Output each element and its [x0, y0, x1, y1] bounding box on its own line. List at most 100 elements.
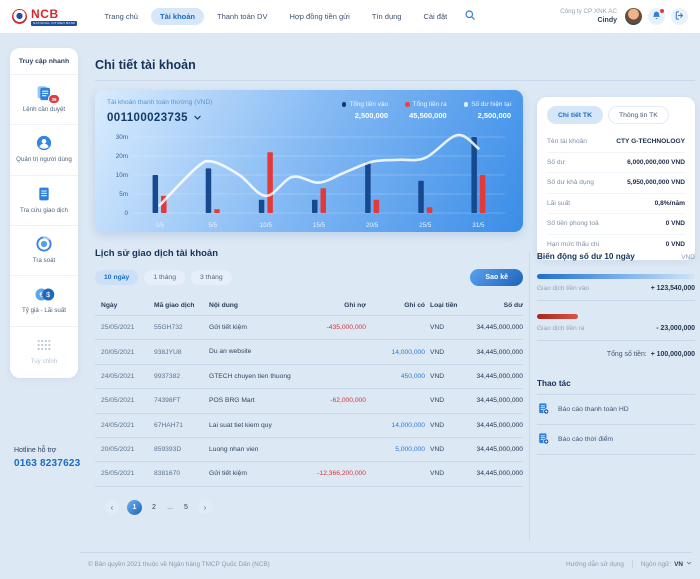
tab-0[interactable]: Chi tiết TK: [547, 106, 603, 124]
sidebar-item-3[interactable]: Tra soát: [10, 225, 78, 275]
table-row-1[interactable]: 20/05/2021 938JYU8 Du an website 14,000,000…: [95, 340, 524, 365]
actions-title: Thao tác: [537, 379, 571, 388]
sidebar-item-0[interactable]: 35 Lệnh cần duyệt: [10, 74, 78, 124]
cell-currency: VND: [430, 348, 445, 356]
nav-item-4[interactable]: Tín dụng: [371, 12, 402, 21]
cell-date: 20/05/2021: [101, 446, 135, 454]
y-tick-label: 20m: [116, 153, 128, 160]
y-tick-label: 30m: [116, 134, 128, 141]
legend-value: 45,500,000: [409, 110, 447, 120]
hotline-number[interactable]: 0163 8237623: [14, 458, 81, 469]
ncb-logo[interactable]: NCB NATIONAL CITIZEN BANK: [12, 8, 78, 26]
user-company: Công ty CP XNK AC: [560, 7, 617, 15]
pagination-page-1[interactable]: 1: [127, 499, 142, 515]
table-row-2[interactable]: 24/05/2021 9937382 GTECH chuyen tien thuon…: [95, 365, 523, 390]
outflow-bar: [537, 314, 579, 319]
pagination-page-5[interactable]: 5: [184, 503, 188, 511]
cell-date: 25/05/2021: [101, 324, 135, 332]
filter-pill-1[interactable]: 1 tháng: [144, 270, 185, 285]
nav-item-2[interactable]: Thanh toán DV: [217, 12, 268, 21]
legend-dot: [341, 102, 347, 107]
notifications-button[interactable]: [648, 8, 665, 25]
avatar[interactable]: [625, 8, 642, 25]
cell-balance: 34,445,000,000: [476, 397, 524, 405]
pagination-prev[interactable]: ‹: [105, 500, 119, 515]
x-tick-label: 25/5: [419, 222, 432, 229]
inflow-label: Giao dịch tiền vào: [537, 285, 590, 292]
nav-item-3[interactable]: Hợp đồng tiền gửi: [289, 12, 350, 21]
footer: © Bản quyền 2021 thuộc về Ngân hàng TMCP…: [88, 560, 692, 568]
search-button[interactable]: [462, 9, 478, 25]
pagination-next[interactable]: ›: [198, 500, 212, 515]
legend-dot: [463, 102, 469, 107]
balance-currency: VND: [681, 254, 695, 261]
inflow-bar-5: [418, 180, 424, 213]
column-header-3: Ghi nợ: [344, 302, 366, 309]
language-label: Ngôn ngữ:: [640, 560, 672, 568]
action-item-1[interactable]: Báo cáo thời điểm: [537, 424, 695, 455]
logout-button[interactable]: [671, 8, 688, 25]
cell-desc: GTECH chuyen tien thuong: [209, 372, 291, 380]
sidebar-item-label: Tra cứu giao dịch: [20, 206, 68, 214]
account-number: 001100023735: [107, 112, 188, 124]
table-row-4[interactable]: 24/05/2021 67HAH71 Lai suat tiet kiem quy 1…: [95, 414, 523, 438]
table-row-5[interactable]: 20/05/2021 859393D Luong nhan vien 5,000,00…: [95, 438, 524, 463]
action-item-0[interactable]: Báo cáo thanh toán HD: [537, 394, 695, 424]
history-filters: 10 ngày 1 tháng 3 tháng Sao kê: [95, 269, 523, 286]
table-row-3[interactable]: 25/05/2021 74398FT POS BRG Mart -62,000,000…: [95, 389, 524, 414]
tab-1[interactable]: Thông tin TK: [607, 106, 669, 124]
x-tick-label: 5/5: [208, 222, 217, 229]
x-tick-label: 1/5: [155, 222, 164, 229]
cell-code: 74398FT: [154, 397, 181, 405]
nav-item-1[interactable]: Tài khoản: [150, 8, 204, 25]
statement-button[interactable]: Sao kê: [470, 269, 523, 286]
cell-date: 20/05/2021: [101, 348, 135, 356]
ncb-logo-icon: [12, 9, 27, 24]
copyright-text: © Bản quyền 2021 thuộc về Ngân hàng TMCP…: [88, 560, 270, 568]
account-chart-card: Tài khoản thanh toán thường (VND) 001100…: [95, 90, 523, 232]
hotline-block: Hotline hỗ trợ 0163 8237623: [14, 447, 80, 469]
legend-label: Tổng tiền vào: [349, 101, 389, 108]
field-label: Số dư: [547, 158, 565, 166]
cell-credit: 5,000,000: [395, 446, 425, 454]
x-tick-label: 20/5: [366, 222, 379, 229]
sidebar-item-2[interactable]: Tra cứu giao dịch: [10, 174, 78, 225]
pagination-page-2[interactable]: 2: [152, 503, 156, 511]
column-header-4: Ghi có: [404, 302, 425, 309]
legend-item-0: Tổng tiền vào 2,500,000: [341, 101, 389, 127]
table-row-0[interactable]: 25/05/2021 55GH732 Gửi tiết kiệm -435,000,0…: [95, 316, 523, 341]
field-label: Số tiền phong toả: [547, 220, 599, 228]
audit-icon: [35, 235, 53, 253]
cell-currency: VND: [430, 446, 445, 454]
cell-credit: 14,000,000: [391, 348, 425, 356]
cell-code: 9937382: [154, 372, 181, 380]
pagination-ellipsis: ...: [167, 503, 173, 511]
inflow-bar-4: [365, 161, 371, 213]
account-details-card: Chi tiết TK Thông tin TK Tên tài khoản CTY…: [537, 97, 695, 261]
table-row-6[interactable]: 25/05/2021 8381670 Gửi tiết kiệm -12,366,20…: [95, 462, 524, 487]
account-selector[interactable]: Tài khoản thanh toán thường (VND) 001100…: [107, 99, 213, 127]
title-divider: [95, 80, 695, 81]
x-tick-label: 31/5: [472, 222, 485, 229]
language-selector[interactable]: Ngôn ngữ: VN: [641, 560, 692, 568]
user-guide-link[interactable]: Hướng dẫn sử dụng: [566, 560, 624, 568]
report-document-icon: [537, 432, 550, 447]
filter-pill-0[interactable]: 10 ngày: [95, 270, 139, 285]
nav-item-5[interactable]: Cài đặt: [423, 12, 448, 21]
vertical-divider: [529, 252, 530, 540]
cell-currency: VND: [430, 324, 445, 332]
nav-item-0[interactable]: Trang chủ: [104, 12, 138, 21]
cell-debit: -12,366,200,000: [317, 470, 366, 478]
svg-text:€: €: [39, 290, 44, 299]
chevron-down-icon: [193, 109, 202, 127]
outflow-bar-5: [426, 207, 433, 213]
cell-balance: 34,445,000,000: [476, 446, 524, 454]
field-value: CTY G-TECHNOLOGY: [616, 138, 685, 145]
legend-label: Số dư hiện tại: [471, 101, 511, 108]
footer-divider: [80, 552, 692, 553]
cell-balance: 34,445,000,000: [476, 348, 524, 356]
sidebar-item-4[interactable]: € $ Tỷ giá - Lãi suất: [10, 275, 78, 325]
cell-balance: 34,445,000,000: [476, 470, 524, 478]
filter-pill-2[interactable]: 3 tháng: [191, 270, 232, 285]
sidebar-item-1[interactable]: Quản trị người dùng: [10, 124, 78, 174]
